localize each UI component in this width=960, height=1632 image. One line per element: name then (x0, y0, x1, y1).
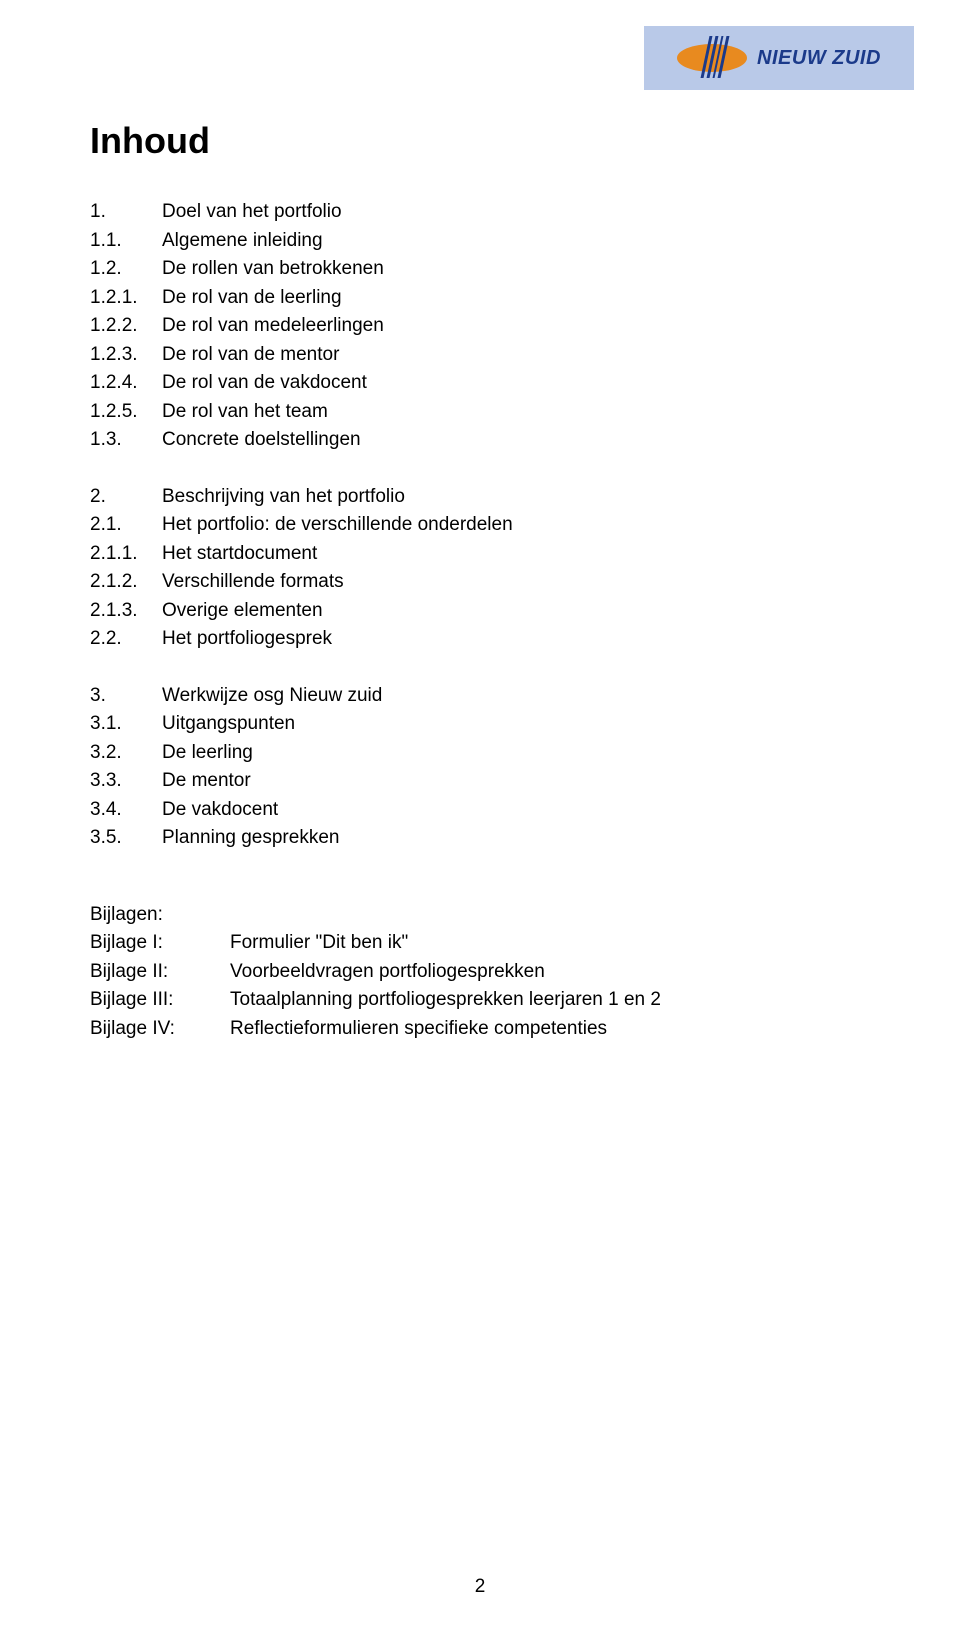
toc-number: 3.4. (90, 796, 162, 825)
toc-item-text: Beschrijving van het portfolio (162, 483, 870, 512)
toc-number: 3.2. (90, 739, 162, 768)
toc-item-text: Overige elementen (162, 597, 870, 626)
appendix-row: Bijlage III: Totaalplanning portfolioges… (90, 986, 870, 1015)
toc-number: 1.1. (90, 227, 162, 256)
toc-row: 1.2.5. De rol van het team (90, 398, 870, 427)
appendix-row: Bijlage II: Voorbeeldvragen portfolioges… (90, 958, 870, 987)
toc-section-3: 3. Werkwijze osg Nieuw zuid 3.1. Uitgang… (90, 682, 870, 853)
toc-number: 1.2.4. (90, 369, 162, 398)
toc-row: 1.2.3. De rol van de mentor (90, 341, 870, 370)
toc-number: 2.1.1. (90, 540, 162, 569)
appendices-heading: Bijlagen: (90, 901, 870, 930)
toc-row: 3.1. Uitgangspunten (90, 710, 870, 739)
toc-number: 1.2.2. (90, 312, 162, 341)
toc-item-text: De rol van medeleerlingen (162, 312, 870, 341)
appendix-label: Bijlage II: (90, 958, 230, 987)
toc-row: 1.2. De rollen van betrokkenen (90, 255, 870, 284)
brand-name: NIEUW ZUID (757, 47, 881, 70)
toc-item-text: De mentor (162, 767, 870, 796)
document-page: NIEUW ZUID Inhoud 1. Doel van het portfo… (0, 0, 960, 1632)
toc-item-text: De rollen van betrokkenen (162, 255, 870, 284)
toc-row: 2.1.1. Het startdocument (90, 540, 870, 569)
toc-row: 3. Werkwijze osg Nieuw zuid (90, 682, 870, 711)
toc-item-text: Het portfoliogesprek (162, 625, 870, 654)
appendix-row: Bijlage I: Formulier "Dit ben ik" (90, 929, 870, 958)
appendix-row: Bijlage IV: Reflectieformulieren specifi… (90, 1015, 870, 1044)
toc-row: 3.5. Planning gesprekken (90, 824, 870, 853)
toc-number: 2.1.3. (90, 597, 162, 626)
toc-section-1: 1. Doel van het portfolio 1.1. Algemene … (90, 198, 870, 455)
toc-row: 2.1.2. Verschillende formats (90, 568, 870, 597)
toc-number: 3.5. (90, 824, 162, 853)
toc-row: 2. Beschrijving van het portfolio (90, 483, 870, 512)
appendix-text: Voorbeeldvragen portfoliogesprekken (230, 958, 870, 987)
toc-item-text: De leerling (162, 739, 870, 768)
toc-row: 3.4. De vakdocent (90, 796, 870, 825)
toc-number: 1. (90, 198, 162, 227)
toc-row: 2.1. Het portfolio: de verschillende ond… (90, 511, 870, 540)
appendix-label: Bijlage IV: (90, 1015, 230, 1044)
toc-number: 2.2. (90, 625, 162, 654)
toc-item-text: Uitgangspunten (162, 710, 870, 739)
toc-row: 2.1.3. Overige elementen (90, 597, 870, 626)
appendix-text: Reflectieformulieren specifieke competen… (230, 1015, 870, 1044)
toc-row: 2.2. Het portfoliogesprek (90, 625, 870, 654)
toc-row: 1.2.4. De rol van de vakdocent (90, 369, 870, 398)
toc-number: 1.2. (90, 255, 162, 284)
toc-number: 1.2.5. (90, 398, 162, 427)
toc-number: 3. (90, 682, 162, 711)
page-title: Inhoud (90, 120, 870, 162)
appendix-text: Formulier "Dit ben ik" (230, 929, 870, 958)
toc-number: 3.3. (90, 767, 162, 796)
toc-number: 2.1.2. (90, 568, 162, 597)
toc-item-text: Het startdocument (162, 540, 870, 569)
toc-row: 1. Doel van het portfolio (90, 198, 870, 227)
logo-mark-icon (677, 40, 747, 76)
appendix-label: Bijlage I: (90, 929, 230, 958)
toc-row: 1.3. Concrete doelstellingen (90, 426, 870, 455)
toc-number: 1.2.1. (90, 284, 162, 313)
toc-row: 3.2. De leerling (90, 739, 870, 768)
toc-row: 1.2.2. De rol van medeleerlingen (90, 312, 870, 341)
toc-number: 1.2.3. (90, 341, 162, 370)
toc-item-text: De vakdocent (162, 796, 870, 825)
appendices-section: Bijlagen: Bijlage I: Formulier "Dit ben … (90, 901, 870, 1044)
toc-number: 1.3. (90, 426, 162, 455)
toc-item-text: De rol van de mentor (162, 341, 870, 370)
toc-row: 1.2.1. De rol van de leerling (90, 284, 870, 313)
toc-item-text: Verschillende formats (162, 568, 870, 597)
toc-item-text: Werkwijze osg Nieuw zuid (162, 682, 870, 711)
toc-item-text: Algemene inleiding (162, 227, 870, 256)
appendix-label: Bijlage III: (90, 986, 230, 1015)
toc-item-text: De rol van de leerling (162, 284, 870, 313)
toc-item-text: Concrete doelstellingen (162, 426, 870, 455)
toc-item-text: De rol van de vakdocent (162, 369, 870, 398)
brand-logo: NIEUW ZUID (644, 26, 914, 90)
toc-number: 2.1. (90, 511, 162, 540)
toc-number: 3.1. (90, 710, 162, 739)
appendix-text: Totaalplanning portfoliogesprekken leerj… (230, 986, 870, 1015)
toc-item-text: Planning gesprekken (162, 824, 870, 853)
toc-number: 2. (90, 483, 162, 512)
toc-row: 1.1. Algemene inleiding (90, 227, 870, 256)
toc-item-text: De rol van het team (162, 398, 870, 427)
toc-row: 3.3. De mentor (90, 767, 870, 796)
toc-item-text: Doel van het portfolio (162, 198, 870, 227)
page-number: 2 (0, 1576, 960, 1598)
toc-section-2: 2. Beschrijving van het portfolio 2.1. H… (90, 483, 870, 654)
toc-item-text: Het portfolio: de verschillende onderdel… (162, 511, 870, 540)
